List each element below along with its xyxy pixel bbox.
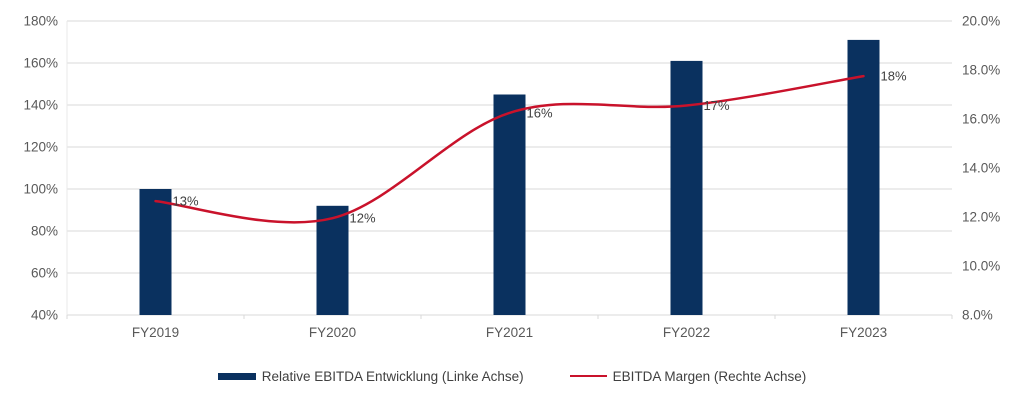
right-axis-tick-label: 10.0% (962, 259, 1000, 274)
bar-FY2022 (670, 60, 703, 316)
left-axis-tick-label: 80% (31, 224, 58, 239)
left-axis-tick-label: 180% (23, 14, 58, 29)
right-axis-tick-label: 12.0% (962, 210, 1000, 225)
x-axis-tick-label: FY2020 (309, 325, 356, 340)
line-data-label: 13% (173, 194, 199, 209)
line-data-label: 17% (704, 98, 730, 113)
line-data-label: 12% (350, 211, 376, 226)
left-axis-tick-label: 120% (23, 140, 58, 155)
right-axis-tick-label: 20.0% (962, 14, 1000, 29)
legend-item-bars: Relative EBITDA Entwicklung (Linke Achse… (217, 368, 524, 384)
left-axis-tick-label: 60% (31, 266, 58, 281)
legend-label-bars: Relative EBITDA Entwicklung (Linke Achse… (261, 368, 524, 384)
left-axis-tick-label: 160% (23, 56, 58, 71)
x-axis-tick-label: FY2019 (132, 325, 179, 340)
left-axis-tick-label: 140% (23, 98, 58, 113)
line-data-label: 18% (881, 69, 907, 84)
line-series-swatch-icon (569, 374, 607, 378)
legend: Relative EBITDA Entwicklung (Linke Achse… (0, 366, 1024, 386)
bar-FY2023 (847, 39, 880, 316)
bar-series-swatch-icon (217, 372, 256, 380)
right-axis-tick-label: 8.0% (962, 308, 993, 323)
bar-FY2019 (139, 189, 172, 315)
legend-item-line: EBITDA Margen (Rechte Achse) (569, 368, 807, 384)
x-axis-tick-label: FY2022 (663, 325, 710, 340)
x-axis-tick-label: FY2023 (840, 325, 887, 340)
right-axis-tick-label: 18.0% (962, 63, 1000, 78)
bar-FY2020 (316, 205, 349, 315)
left-axis-tick-label: 40% (31, 308, 58, 323)
line-data-label: 16% (527, 105, 553, 120)
x-axis-tick-label: FY2021 (486, 325, 533, 340)
right-axis-tick-label: 16.0% (962, 112, 1000, 127)
ebitda-margin-line (154, 74, 865, 224)
bar-FY2021 (493, 94, 526, 315)
left-axis-tick-label: 100% (23, 182, 58, 197)
right-axis-tick-label: 14.0% (962, 161, 1000, 176)
legend-label-line: EBITDA Margen (Rechte Achse) (612, 368, 807, 384)
